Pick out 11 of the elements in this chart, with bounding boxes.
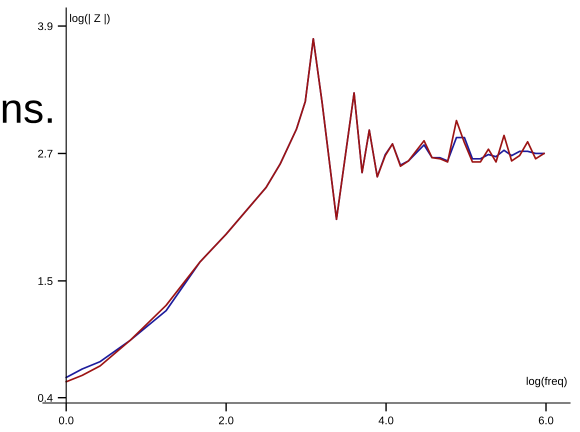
y-tick-label: 3.9 <box>38 22 52 30</box>
x-tick-label: 0.0 <box>58 416 74 424</box>
y-tick-label: 2.7 <box>38 150 52 158</box>
x-tick-label: 2.0 <box>218 416 234 424</box>
y-tick-label: 1.5 <box>38 277 53 286</box>
annotation: ns. <box>2 100 52 124</box>
y-axis-title: log(| Z |) <box>70 14 110 24</box>
x-tick-label: 6.0 <box>538 416 554 424</box>
x-axis-title: log(freq) <box>526 376 567 388</box>
y-tick-label: 0.4 <box>38 394 53 402</box>
x-tick-label: 4.0 <box>378 416 394 424</box>
